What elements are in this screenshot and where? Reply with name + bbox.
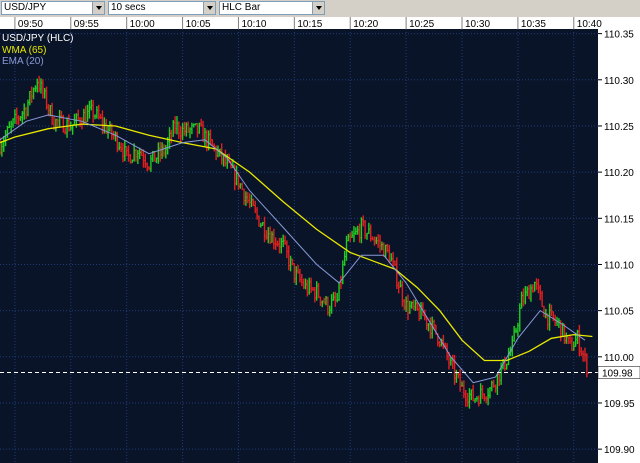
time-axis[interactable] (0, 17, 598, 29)
last-price-marker: 109.98 (597, 366, 640, 380)
time-tick-label: 10:20 (353, 19, 378, 30)
chart-style-value: HLC Bar (222, 2, 261, 13)
plot-area[interactable] (0, 17, 598, 463)
hlc-bars (0, 75, 589, 409)
time-tick-label: 10:35 (521, 19, 546, 30)
time-tick-label: 09:50 (18, 19, 43, 30)
price-tick-label: 110.05 (604, 307, 634, 318)
time-tick-label: 10:10 (241, 19, 266, 30)
series-title: USD/JPY (HLC) (2, 33, 74, 44)
time-axis-labels: 09:50 09:55 10:00 10:05 10:10 10:15 10:20 10:25… (14, 17, 602, 30)
time-tick-label: 10:15 (297, 19, 322, 30)
time-tick-label: 10:00 (130, 19, 155, 30)
grid (0, 29, 598, 463)
price-tick-label: 110.20 (604, 168, 634, 179)
symbol-select[interactable]: USD/JPY (1, 1, 105, 15)
legend-ema: EMA (20) (2, 56, 44, 67)
price-tick-label: 110.00 (604, 353, 634, 364)
time-tick-label: 10:40 (577, 19, 602, 30)
hlc-bar (586, 353, 589, 378)
interval-value: 10 secs (111, 2, 146, 13)
price-axis[interactable] (598, 17, 640, 463)
last-price-label: 109.98 (602, 369, 633, 380)
time-tick-label: 10:25 (409, 19, 434, 30)
price-tick-label: 110.15 (604, 214, 634, 225)
chevron-down-icon[interactable] (92, 2, 104, 14)
legend-wma: WMA (65) (2, 45, 46, 56)
chevron-down-icon[interactable] (312, 2, 324, 14)
chevron-down-icon[interactable] (203, 2, 215, 14)
price-tick-label: 109.95 (604, 399, 635, 410)
time-tick-label: 10:30 (465, 19, 490, 30)
wma-line (0, 123, 593, 362)
time-tick-label: 09:55 (74, 19, 99, 30)
price-tick-label: 110.35 (604, 30, 634, 41)
ema-line (0, 114, 586, 384)
price-axis-labels: 110.35 110.30 110.25 110.20 110.15 110.10 110.… (598, 30, 635, 456)
time-tick-label: 10:05 (186, 19, 211, 30)
price-tick-label: 110.30 (604, 76, 634, 87)
price-tick-label: 109.90 (604, 445, 635, 456)
symbol-value: USD/JPY (4, 2, 47, 13)
price-tick-label: 110.10 (604, 260, 634, 271)
chart-style-select[interactable]: HLC Bar (219, 1, 325, 15)
interval-select[interactable]: 10 secs (108, 1, 216, 15)
chart-toolbar: USD/JPY 10 secs HLC Bar (0, 0, 640, 18)
price-chart[interactable]: 09:50 09:55 10:00 10:05 10:10 10:15 10:20 10:25… (0, 17, 640, 463)
price-tick-label: 110.25 (604, 122, 634, 133)
